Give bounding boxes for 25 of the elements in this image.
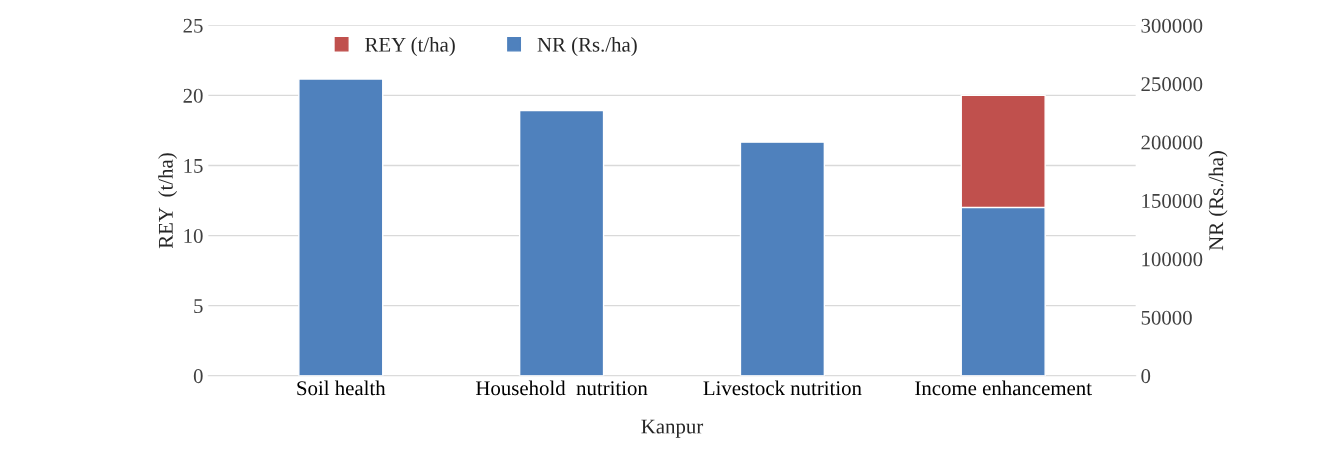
y-tick-label: 0 (193, 369, 203, 384)
y-axis-title: REY (t/ha) (158, 153, 178, 249)
y2-tick-label: 200000 (1141, 135, 1203, 150)
x-tick-label: Household nutrition (475, 380, 648, 396)
bar (518, 109, 605, 376)
y-tick-label: 15 (184, 158, 203, 173)
bar (298, 78, 384, 376)
y2-tick-label: 50000 (1141, 310, 1192, 325)
x-tick-label: Income enhancement (915, 380, 1092, 396)
y2-tick-label: 0 (1141, 369, 1151, 384)
y2-axis-title: NR (Rs./ha) (1208, 151, 1228, 251)
y2-tick-label: 250000 (1141, 77, 1203, 92)
y2-tick-label: 300000 (1141, 18, 1203, 33)
legend-label: NR (Rs./ha) (537, 37, 637, 56)
y-tick-label: 20 (183, 88, 203, 103)
bar (739, 141, 826, 376)
x-tick-label: Livestock nutrition (703, 380, 862, 396)
y-tick-label: 5 (194, 299, 203, 314)
x-axis-title: Kanpur (641, 419, 704, 438)
y-tick-label: 25 (183, 18, 203, 33)
y-tick-label: 10 (184, 228, 203, 243)
x-tick-label: Soil health (297, 380, 386, 396)
legend-label: REY (t/ha) (365, 37, 455, 56)
y2-tick-label: 100000 (1142, 252, 1203, 267)
y2-tick-label: 150000 (1142, 193, 1203, 208)
